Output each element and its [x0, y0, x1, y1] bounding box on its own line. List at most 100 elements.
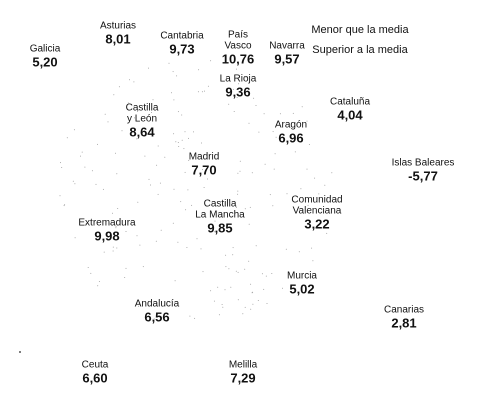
- texture-dot: [202, 271, 204, 273]
- texture-dot: [312, 260, 314, 262]
- texture-dot: [151, 112, 152, 113]
- texture-dot: [255, 245, 257, 247]
- texture-dot: [180, 201, 182, 203]
- region-name: Canarias: [384, 304, 424, 315]
- texture-dot: [185, 209, 187, 211]
- texture-dot: [60, 162, 61, 164]
- region-name: Asturias: [100, 20, 136, 31]
- texture-dot: [251, 292, 253, 294]
- region-value: 6,96: [278, 131, 303, 146]
- texture-dot: [205, 205, 207, 207]
- texture-dot: [85, 223, 87, 225]
- region-name: Vasco: [224, 40, 251, 51]
- texture-dot: [187, 189, 189, 191]
- texture-dot: [184, 171, 186, 173]
- texture-dot: [244, 208, 246, 210]
- texture-dot: [213, 231, 215, 233]
- texture-dot: [172, 71, 174, 73]
- texture-dot: [177, 241, 179, 243]
- texture-dot: [250, 308, 252, 310]
- texture-dot: [87, 267, 89, 268]
- texture-dot: [252, 303, 254, 305]
- region-name: Navarra: [269, 40, 305, 51]
- texture-dot: [257, 300, 259, 301]
- texture-dot: [202, 169, 203, 171]
- region-name: Valenciana: [293, 205, 342, 216]
- map-texture: [19, 60, 333, 353]
- texture-dot: [181, 139, 183, 141]
- texture-dot: [274, 153, 276, 155]
- texture-dot: [137, 201, 139, 203]
- region-name: Islas Baleares: [392, 157, 455, 168]
- texture-dot: [59, 195, 61, 197]
- region-name: Galicia: [30, 43, 61, 54]
- texture-dot: [148, 67, 149, 69]
- region-value: 7,29: [230, 371, 255, 386]
- texture-dot: [201, 91, 203, 93]
- texture-dot: [72, 180, 74, 182]
- texture-dot: [238, 83, 240, 85]
- region-value: 9,73: [169, 42, 194, 57]
- texture-dot: [84, 166, 86, 168]
- texture-dot: [266, 303, 268, 304]
- texture-dot: [173, 188, 175, 190]
- texture-dot: [134, 117, 136, 119]
- texture-dot: [125, 267, 127, 269]
- texture-dot: [164, 156, 166, 158]
- texture-dot: [139, 244, 141, 246]
- texture-dot: [181, 114, 183, 116]
- texture-dot: [150, 184, 151, 186]
- texture-dot: [177, 111, 179, 113]
- texture-dot: [95, 183, 97, 185]
- texture-dot: [263, 288, 265, 290]
- texture-dot: [228, 268, 230, 270]
- region-value: 7,70: [191, 163, 216, 178]
- region-value: 9,85: [207, 221, 232, 236]
- texture-dot: [210, 60, 212, 62]
- region-name: Aragón: [275, 119, 307, 130]
- texture-dot: [261, 273, 263, 275]
- texture-dot: [237, 299, 239, 301]
- texture-dot: [113, 94, 115, 96]
- texture-dot: [298, 251, 300, 253]
- region-name: Andalucía: [135, 298, 180, 309]
- texture-dot: [292, 112, 294, 114]
- texture-dot: [159, 182, 161, 184]
- texture-dot: [286, 193, 288, 195]
- texture-dot: [271, 273, 273, 274]
- texture-dot: [210, 290, 212, 292]
- texture-dot: [318, 193, 320, 195]
- texture-dot: [124, 277, 126, 278]
- texture-dot: [138, 305, 140, 307]
- texture-dot: [248, 122, 250, 124]
- texture-dot: [73, 129, 75, 131]
- texture-dot: [201, 142, 202, 144]
- texture-dot: [224, 289, 226, 291]
- texture-dot: [272, 131, 274, 133]
- texture-dot: [116, 247, 118, 249]
- region-value: 10,76: [222, 52, 255, 67]
- texture-dot: [301, 106, 303, 108]
- texture-dot: [218, 314, 220, 316]
- texture-dot: [263, 113, 265, 115]
- texture-dot: [80, 155, 81, 157]
- texture-dot: [155, 240, 157, 242]
- texture-dot: [174, 280, 176, 282]
- texture-dot: [258, 131, 260, 133]
- texture-dot: [245, 76, 247, 78]
- texture-dot: [173, 99, 175, 101]
- texture-dot: [314, 177, 316, 179]
- texture-dot: [183, 148, 185, 150]
- texture-dot: [326, 232, 328, 234]
- texture-dot: [115, 227, 117, 229]
- texture-dot: [237, 172, 239, 174]
- texture-dot: [249, 206, 251, 208]
- texture-dot: [74, 183, 76, 185]
- texture-dot: [279, 113, 281, 115]
- texture-dot: [324, 184, 326, 186]
- texture-dot: [239, 170, 241, 172]
- texture-dot: [251, 172, 253, 174]
- texture-dot: [253, 97, 255, 99]
- texture-dot: [311, 247, 313, 249]
- texture-dot: [194, 317, 196, 319]
